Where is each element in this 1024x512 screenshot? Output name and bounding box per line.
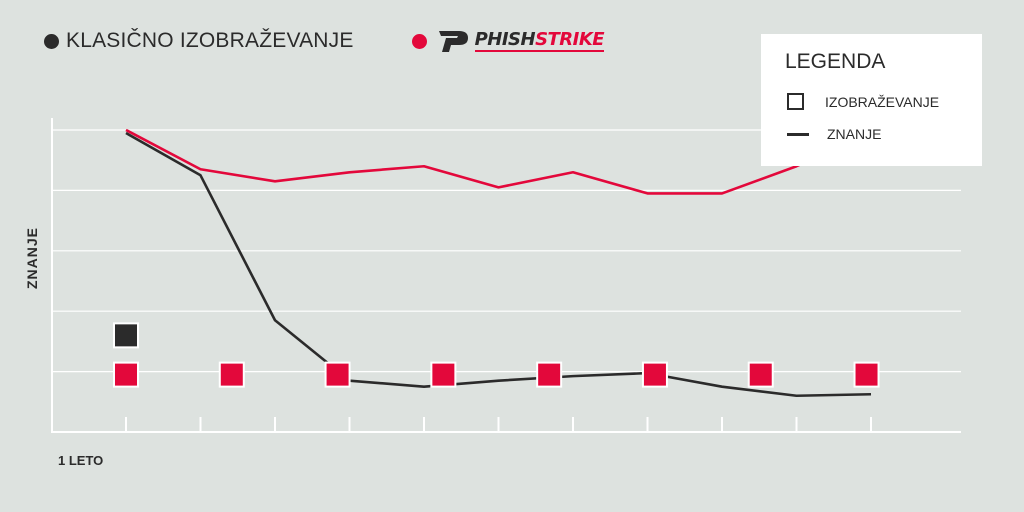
classic-series-dot xyxy=(44,33,59,49)
y-axis-label: ZNANJE xyxy=(24,226,40,290)
legend-item-label: IZOBRAŽEVANJE xyxy=(825,93,940,110)
x-axis-label: 1 LETO xyxy=(58,453,104,468)
top-series-legend: KLASIČNO IZOBRAŽEVANJE PHISHSTRIKE xyxy=(44,28,605,54)
brand-name-part2: STRIKE xyxy=(535,29,605,50)
training-marker xyxy=(853,361,880,388)
training-marker xyxy=(641,361,668,388)
grid-lines xyxy=(52,129,961,373)
classic-series-label: KLASIČNO IZOBRAŽEVANJE xyxy=(66,29,354,52)
legend-title: LEGENDA xyxy=(785,50,886,73)
training-marker xyxy=(113,361,139,388)
phishstrike-logo-icon xyxy=(438,31,468,52)
brand-series-entry: PHISHSTRIKE xyxy=(411,28,605,54)
series-lines xyxy=(125,128,872,398)
axes xyxy=(51,118,961,433)
training-marker xyxy=(747,361,774,388)
training-marker xyxy=(324,361,351,388)
series-line xyxy=(125,128,872,195)
training-marker xyxy=(430,361,457,388)
legend-box: LEGENDA IZOBRAŽEVANJE ZNANJE xyxy=(761,34,982,166)
brand-name-part1: PHISH xyxy=(474,29,536,50)
training-marker xyxy=(536,361,563,388)
series-line xyxy=(125,131,872,398)
training-marker xyxy=(113,322,139,349)
line-icon xyxy=(787,132,809,136)
training-markers xyxy=(113,322,880,388)
legend-item-training: IZOBRAŽEVANJE xyxy=(787,93,939,110)
square-outline-icon xyxy=(787,93,804,110)
legend-item-label: ZNANJE xyxy=(827,126,882,142)
phishstrike-logo-text: PHISHSTRIKE xyxy=(474,29,605,52)
training-marker xyxy=(218,361,245,388)
legend-item-knowledge: ZNANJE xyxy=(787,126,881,142)
brand-series-dot xyxy=(411,33,427,49)
